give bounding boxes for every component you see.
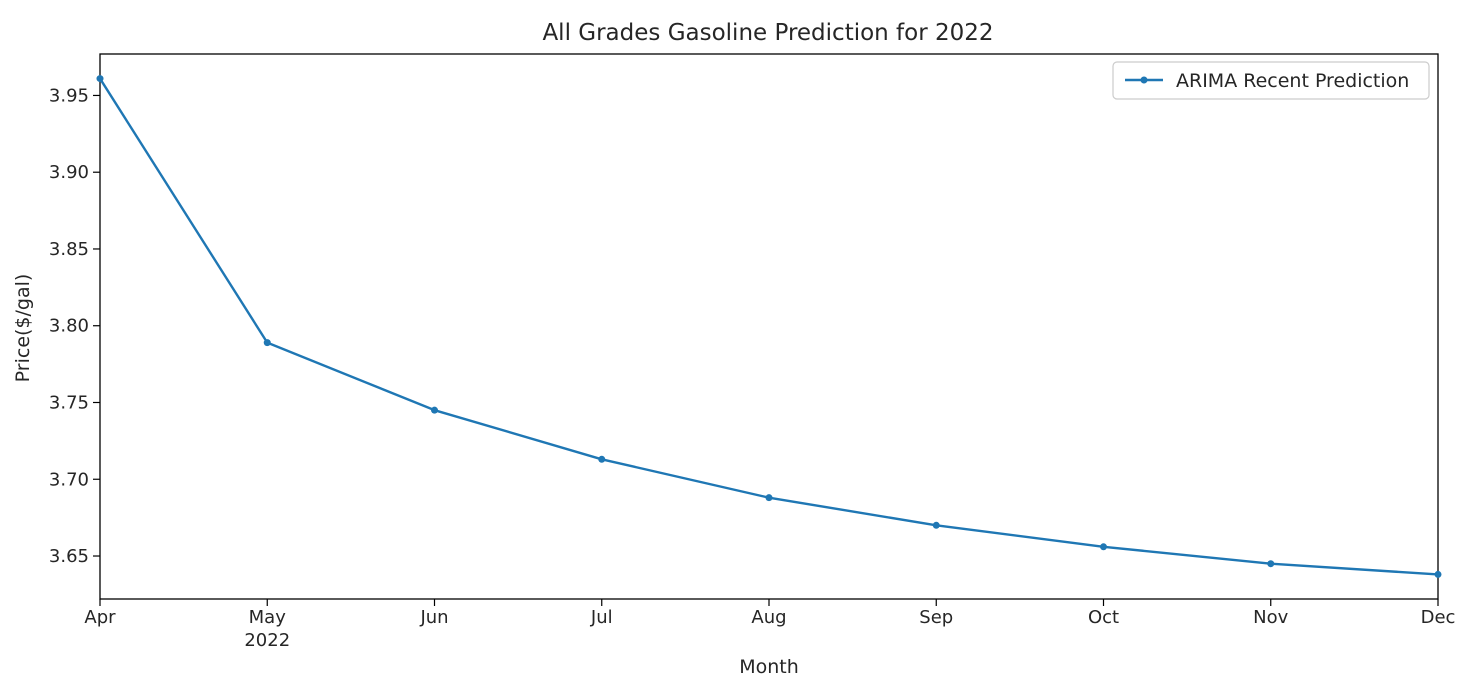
x-tick-label: Jul <box>590 607 613 628</box>
data-point <box>598 455 606 463</box>
data-point <box>431 406 438 414</box>
legend: ARIMA Recent Prediction <box>1112 61 1430 100</box>
y-tick-label: 3.65 <box>49 546 89 567</box>
data-point <box>765 494 773 502</box>
y-axis-label: Price($/gal) <box>12 274 34 383</box>
series-layer <box>96 75 1442 578</box>
y-tick-label: 3.95 <box>49 85 89 106</box>
plot-area <box>99 53 1439 600</box>
data-point <box>1100 543 1107 551</box>
x-tick-label: Dec <box>1421 607 1456 628</box>
chart-title: All Grades Gasoline Prediction for 2022 <box>542 20 993 46</box>
legend-series-label: ARIMA Recent Prediction <box>1176 70 1409 92</box>
y-axis: 3.65 3.70 3.75 3.80 3.85 3.90 3.95 <box>49 85 100 567</box>
data-point <box>932 521 940 529</box>
legend-series-marker <box>1140 76 1148 84</box>
y-tick-label: 3.90 <box>49 162 89 183</box>
x-tick-label: Oct <box>1088 607 1119 628</box>
x-tick-label: May <box>249 607 287 628</box>
data-point <box>96 75 104 83</box>
x-year-label: 2022 <box>244 630 290 651</box>
data-point <box>1434 570 1442 578</box>
data-point <box>1267 560 1275 568</box>
x-tick-label: Jun <box>419 607 448 628</box>
y-tick-label: 3.80 <box>49 316 89 337</box>
x-tick-label: Sep <box>919 607 953 628</box>
y-tick-label: 3.75 <box>49 392 89 413</box>
y-tick-label: 3.85 <box>49 239 89 260</box>
y-tick-label: 3.70 <box>49 469 89 490</box>
x-axis-label: Month <box>739 656 799 678</box>
legend-box <box>1112 61 1430 100</box>
x-tick-label: Nov <box>1253 607 1288 628</box>
x-tick-label: Apr <box>84 607 116 628</box>
x-tick-label: Aug <box>751 607 786 628</box>
x-axis: Apr May Jun Jul Aug Sep Oct Nov Dec 2022 <box>84 599 1455 651</box>
data-point <box>263 339 271 347</box>
